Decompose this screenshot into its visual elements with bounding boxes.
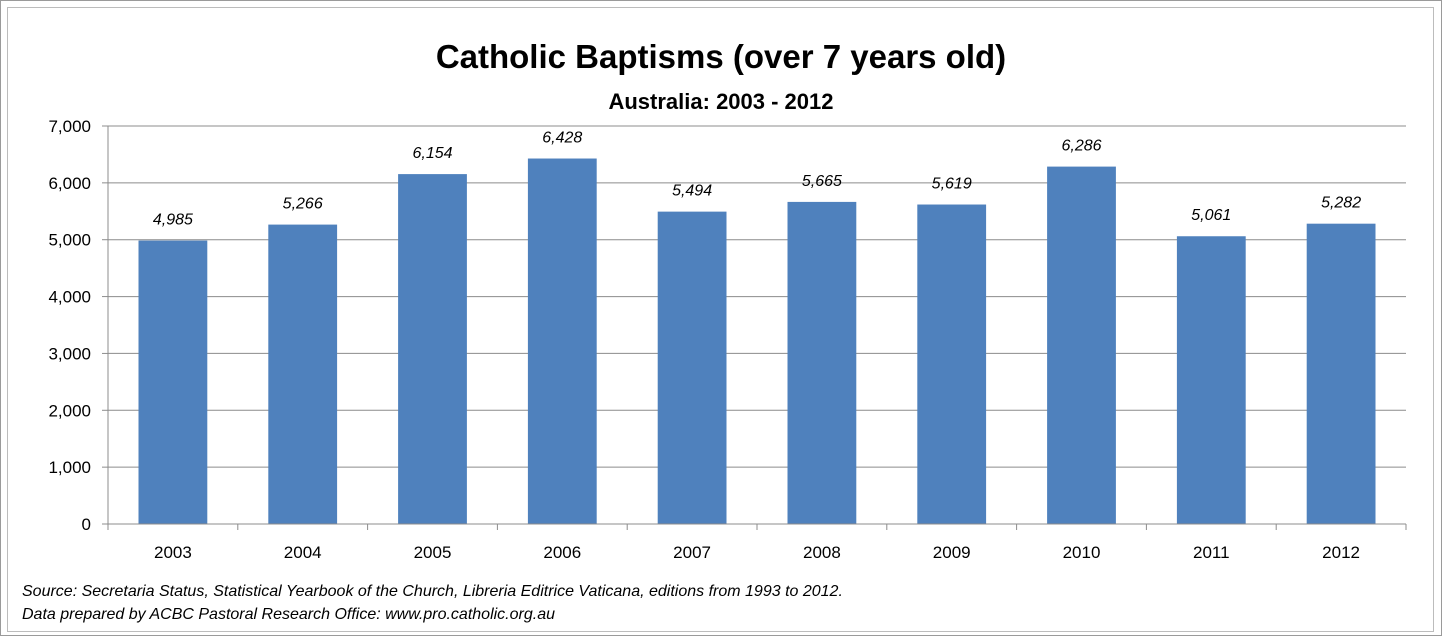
data-label: 5,266 xyxy=(283,196,323,213)
y-tick-label: 5,000 xyxy=(48,231,91,250)
y-tick-label: 6,000 xyxy=(48,174,91,193)
bars xyxy=(138,158,1376,525)
chart-subtitle: Australia: 2003 - 2012 xyxy=(608,89,833,114)
x-tick-label: 2006 xyxy=(543,543,581,562)
x-tick-label: 2009 xyxy=(933,543,971,562)
y-tick-label: 1,000 xyxy=(48,458,91,477)
axes: 0 1,000 2,000 3,000 4,000 5,000 6,000 7,000 2003… xyxy=(48,117,1407,562)
bar xyxy=(268,224,338,525)
bar xyxy=(787,201,857,524)
data-label: 6,154 xyxy=(412,145,452,162)
x-tick-label: 2007 xyxy=(673,543,711,562)
data-label: 5,282 xyxy=(1321,195,1361,212)
bar xyxy=(138,240,208,524)
chart-title: Catholic Baptisms (over 7 years old) xyxy=(436,38,1006,75)
x-tick-label: 2005 xyxy=(414,543,452,562)
y-tick-label: 0 xyxy=(82,515,91,534)
data-credit-note: Data prepared by ACBC Pastoral Research … xyxy=(22,606,555,623)
x-tick-label: 2003 xyxy=(154,543,192,562)
x-tick-label: 2008 xyxy=(803,543,841,562)
bar xyxy=(917,204,987,524)
data-label: 5,494 xyxy=(672,183,712,200)
source-note: Source: Secretaria Status, Statistical Y… xyxy=(22,583,843,600)
x-tick-label: 2012 xyxy=(1322,543,1360,562)
data-label: 5,665 xyxy=(802,173,842,190)
bar xyxy=(527,158,597,525)
bar xyxy=(1176,236,1246,524)
x-tick-label: 2004 xyxy=(284,543,322,562)
data-label: 5,061 xyxy=(1191,207,1231,224)
bar xyxy=(657,211,727,524)
y-tick-label: 3,000 xyxy=(48,344,91,363)
x-tick-label: 2010 xyxy=(1063,543,1101,562)
bar xyxy=(1306,223,1376,524)
data-label: 6,428 xyxy=(542,130,582,147)
data-labels: 4,985 5,266 6,154 6,428 5,494 5,665 5,619 6,286… xyxy=(153,130,1361,229)
y-tick-label: 2,000 xyxy=(48,401,91,420)
data-label: 6,286 xyxy=(1061,138,1101,155)
data-label: 4,985 xyxy=(153,212,193,229)
bar xyxy=(398,174,467,524)
bar xyxy=(1047,166,1116,524)
chart-inner-border xyxy=(7,7,1434,632)
y-tick-label: 4,000 xyxy=(48,288,91,307)
data-label: 5,619 xyxy=(932,176,972,193)
y-tick-label: 7,000 xyxy=(48,117,91,136)
x-tick-label: 2011 xyxy=(1193,543,1230,562)
